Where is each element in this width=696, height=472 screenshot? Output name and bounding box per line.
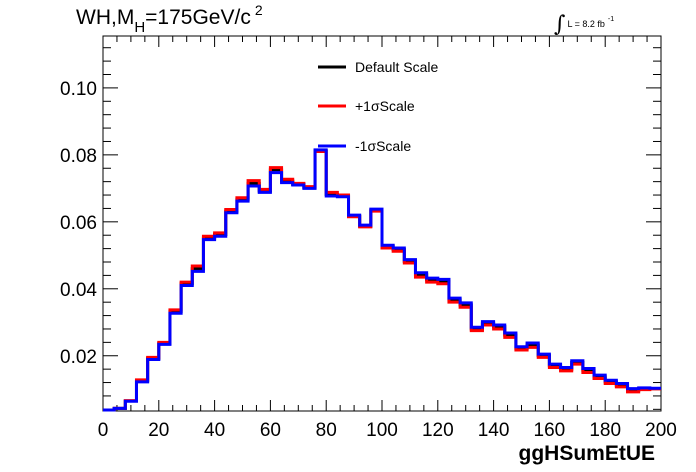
title-subscript: H (134, 19, 146, 36)
series-line-default-scale (103, 149, 661, 412)
y-tick-label: 0.08 (60, 146, 97, 167)
luminosity-text: L = 8.2 fb (567, 19, 605, 29)
chart-title: WH,MH=175GeV/c 2 (76, 2, 263, 36)
x-tick-label: 160 (534, 420, 566, 441)
luminosity-label: ∫ L = 8.2 fb -1 (554, 12, 614, 37)
title-superscript: 2 (254, 2, 263, 18)
title-main: WH,M (76, 6, 135, 29)
x-tick-label: 180 (589, 420, 621, 441)
x-tick-label: 80 (316, 420, 337, 441)
y-tick-label: 0.06 (60, 213, 97, 234)
y-tick-label: 0.10 (60, 79, 97, 100)
x-tick-label: 120 (422, 420, 454, 441)
x-axis-label: ggHSumEtUE (519, 442, 656, 465)
title-rest: =175GeV/c (145, 6, 251, 29)
axis-tick-labels: 0 20 40 60 80 100 120 140 160 180 200 0.02 0.04 0.06 0… (60, 79, 677, 441)
series-lines (103, 148, 661, 412)
x-tick-label: 20 (148, 420, 169, 441)
legend-label: -1σScale (355, 138, 411, 154)
series-line--1-scale (103, 150, 661, 412)
integral-icon: ∫ (554, 12, 566, 37)
legend-label: Default Scale (355, 59, 438, 75)
luminosity-superscript: -1 (607, 16, 615, 23)
axis-ticks (102, 36, 662, 411)
x-tick-label: 200 (645, 420, 677, 441)
x-tick-label: 40 (204, 420, 225, 441)
x-tick-label: 140 (478, 420, 510, 441)
x-tick-label: 0 (98, 420, 109, 441)
legend: Default Scale +1σScale -1σScale (318, 59, 438, 154)
y-tick-label: 0.04 (60, 280, 97, 301)
x-tick-label: 100 (366, 420, 398, 441)
y-tick-label: 0.02 (60, 347, 97, 368)
legend-label: +1σScale (355, 98, 415, 114)
series-line--1-scale (103, 148, 661, 412)
x-tick-label: 60 (260, 420, 281, 441)
